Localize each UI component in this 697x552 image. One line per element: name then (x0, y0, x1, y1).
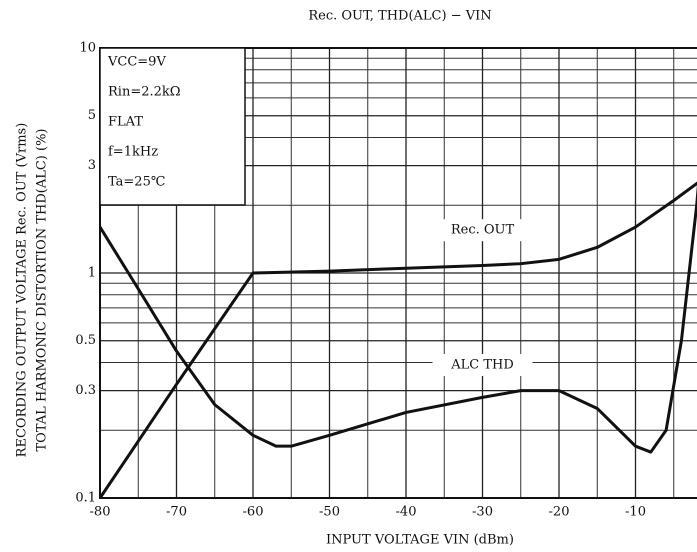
y-tick-label: 0.3 (75, 383, 96, 398)
series-label: ALC THD (450, 358, 514, 373)
y-tick-label: 0.1 (75, 491, 96, 506)
x-tick-label: -50 (319, 505, 340, 520)
y-tick-label: 3 (88, 158, 96, 173)
x-tick-label: -40 (396, 505, 417, 520)
chart-title: Rec. OUT, THD(ALC) − VIN (308, 9, 491, 24)
annotation: Ta=25℃ (108, 175, 165, 190)
x-axis-label: INPUT VOLTAGE VIN (dBm) (326, 533, 514, 548)
x-tick-label: -10 (625, 505, 646, 520)
x-tick-label: -20 (549, 505, 570, 520)
annotation: VCC=9V (107, 55, 166, 70)
y-tick-label: 5 (88, 108, 96, 123)
series-label-bg (432, 219, 533, 242)
x-tick-label: -60 (243, 505, 264, 520)
x-tick-label: -80 (90, 505, 111, 520)
series-label-bg (432, 354, 533, 377)
condition-box (99, 47, 246, 206)
annotation: Rin=2.2kΩ (108, 85, 181, 100)
y-axis-label: RECORDING OUTPUT VOLTAGE Rec. OUT (Vrms) (15, 123, 30, 458)
y-axis-label: TOTAL HARMONIC DISTORTION THD(ALC) (%) (35, 128, 50, 451)
series-line (98, 184, 697, 454)
y-tick-label: 0.5 (75, 333, 96, 348)
plot-frame (99, 47, 697, 499)
series-line (98, 181, 697, 499)
x-tick-label: -70 (166, 505, 187, 520)
y-tick-label: 1 (88, 266, 96, 281)
x-tick-label: -30 (472, 505, 493, 520)
series-label: Rec. OUT (451, 223, 515, 238)
annotation: FLAT (108, 115, 143, 130)
y-tick-label: 10 (79, 41, 96, 56)
annotation: f=1kHz (108, 145, 158, 160)
